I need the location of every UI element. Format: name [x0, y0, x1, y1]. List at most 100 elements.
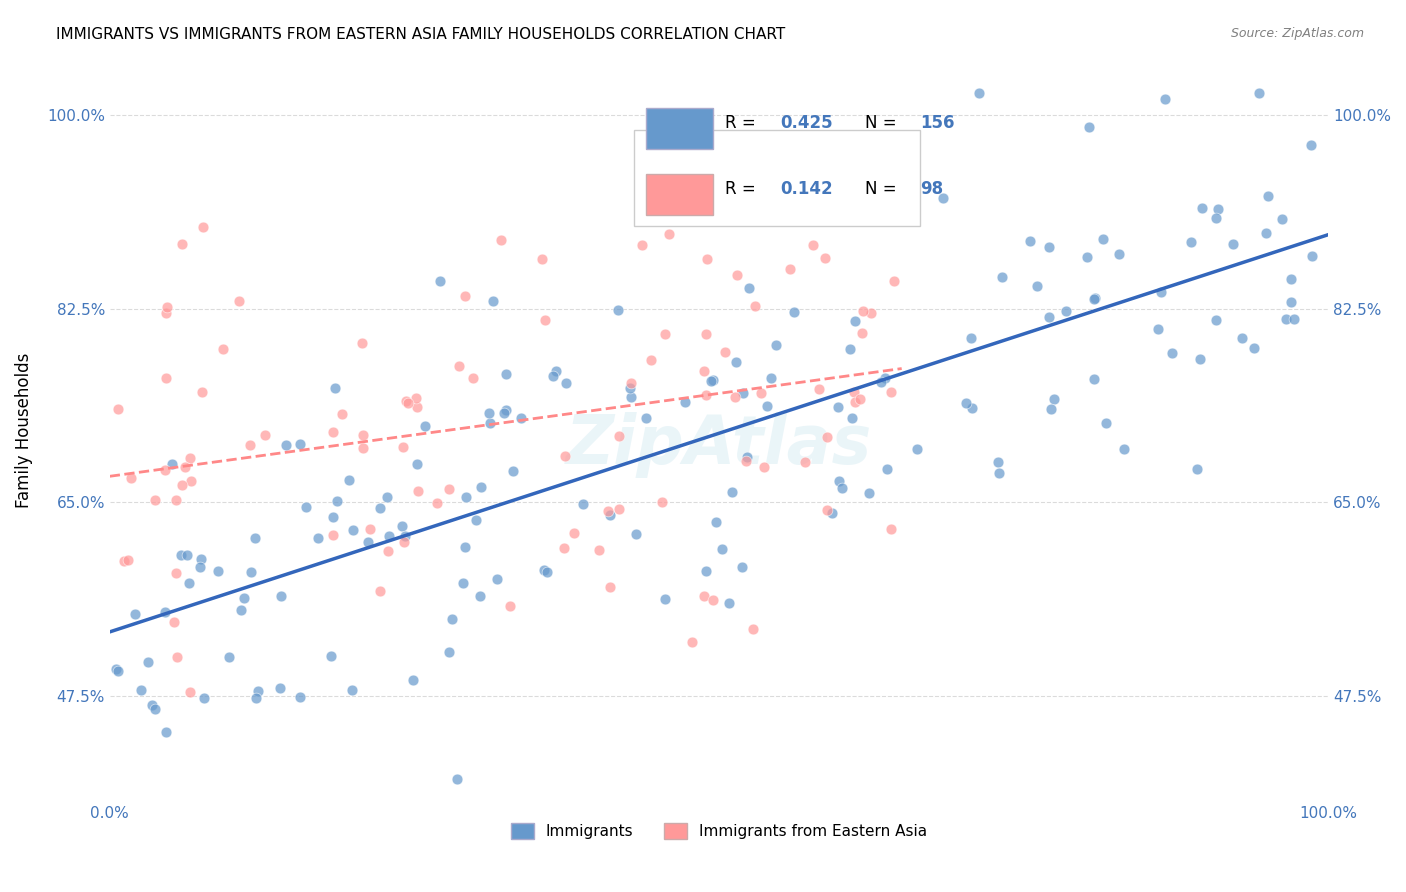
Text: IMMIGRANTS VS IMMIGRANTS FROM EASTERN ASIA FAMILY HOUSEHOLDS CORRELATION CHART: IMMIGRANTS VS IMMIGRANTS FROM EASTERN AS…: [56, 27, 786, 42]
Point: [1254, 226, 1277, 240]
Point: [619, 381, 641, 395]
Text: R =: R =: [725, 113, 761, 132]
Point: [1281, 294, 1303, 309]
Point: [394, 534, 416, 549]
Point: [342, 523, 364, 537]
Point: [247, 683, 270, 698]
Point: [820, 507, 842, 521]
Point: [499, 599, 522, 613]
Point: [368, 583, 391, 598]
Point: [295, 500, 318, 514]
Point: [112, 554, 135, 568]
Point: [288, 690, 311, 704]
Point: [1150, 285, 1173, 300]
Point: [451, 576, 474, 591]
Point: [1206, 202, 1229, 216]
Point: [725, 268, 748, 282]
Point: [307, 531, 329, 545]
Point: [813, 252, 835, 266]
Point: [124, 607, 146, 621]
Point: [425, 496, 447, 510]
Point: [905, 442, 928, 456]
Point: [1205, 312, 1227, 326]
Point: [193, 690, 215, 705]
Point: [1188, 351, 1211, 366]
Point: [960, 331, 983, 345]
Point: [554, 449, 576, 463]
Point: [711, 542, 734, 557]
Point: [987, 466, 1010, 480]
Point: [162, 457, 184, 471]
Point: [165, 566, 187, 581]
Point: [883, 275, 905, 289]
Point: [392, 440, 415, 454]
Point: [394, 529, 416, 543]
Point: [744, 300, 766, 314]
Point: [807, 382, 830, 396]
Point: [1257, 189, 1279, 203]
Point: [1112, 442, 1135, 456]
Point: [153, 605, 176, 619]
Point: [120, 471, 142, 485]
Point: [1222, 237, 1244, 252]
Point: [541, 369, 564, 384]
Text: N =: N =: [865, 113, 903, 132]
Point: [165, 492, 187, 507]
Point: [453, 540, 475, 554]
Point: [801, 238, 824, 252]
Point: [695, 388, 717, 402]
Point: [841, 411, 863, 425]
Point: [406, 484, 429, 499]
Point: [330, 408, 353, 422]
Text: 0.425: 0.425: [780, 113, 832, 132]
Point: [179, 685, 201, 699]
Point: [357, 535, 380, 549]
Point: [673, 395, 696, 409]
Point: [693, 589, 716, 603]
Point: [695, 564, 717, 578]
Point: [155, 305, 177, 319]
Point: [481, 293, 503, 308]
Point: [1275, 312, 1298, 326]
Point: [337, 474, 360, 488]
Point: [180, 474, 202, 488]
Point: [377, 544, 399, 558]
Point: [815, 503, 838, 517]
Point: [733, 385, 755, 400]
Point: [218, 650, 240, 665]
Point: [169, 548, 191, 562]
Point: [702, 373, 724, 387]
Point: [681, 635, 703, 649]
Y-axis label: Family Households: Family Households: [15, 352, 32, 508]
Point: [651, 494, 673, 508]
Point: [835, 184, 858, 198]
Point: [1279, 271, 1302, 285]
FancyBboxPatch shape: [634, 130, 920, 227]
Point: [1147, 321, 1170, 335]
Point: [1095, 416, 1118, 430]
Point: [1054, 304, 1077, 318]
Point: [1038, 310, 1060, 325]
Point: [700, 374, 723, 388]
Point: [1076, 250, 1098, 264]
Point: [1191, 201, 1213, 215]
Point: [170, 478, 193, 492]
Point: [502, 464, 524, 478]
Point: [695, 327, 717, 342]
Point: [588, 543, 610, 558]
Point: [1271, 212, 1294, 227]
Point: [269, 681, 291, 695]
Point: [858, 486, 880, 500]
Point: [738, 281, 761, 295]
Point: [1083, 371, 1105, 385]
Point: [406, 400, 429, 414]
Point: [1108, 247, 1130, 261]
Point: [1243, 341, 1265, 355]
Point: [352, 428, 374, 442]
Point: [1083, 292, 1105, 306]
Point: [322, 510, 344, 524]
Point: [413, 419, 436, 434]
Point: [491, 233, 513, 247]
Point: [370, 501, 392, 516]
Point: [129, 683, 152, 698]
